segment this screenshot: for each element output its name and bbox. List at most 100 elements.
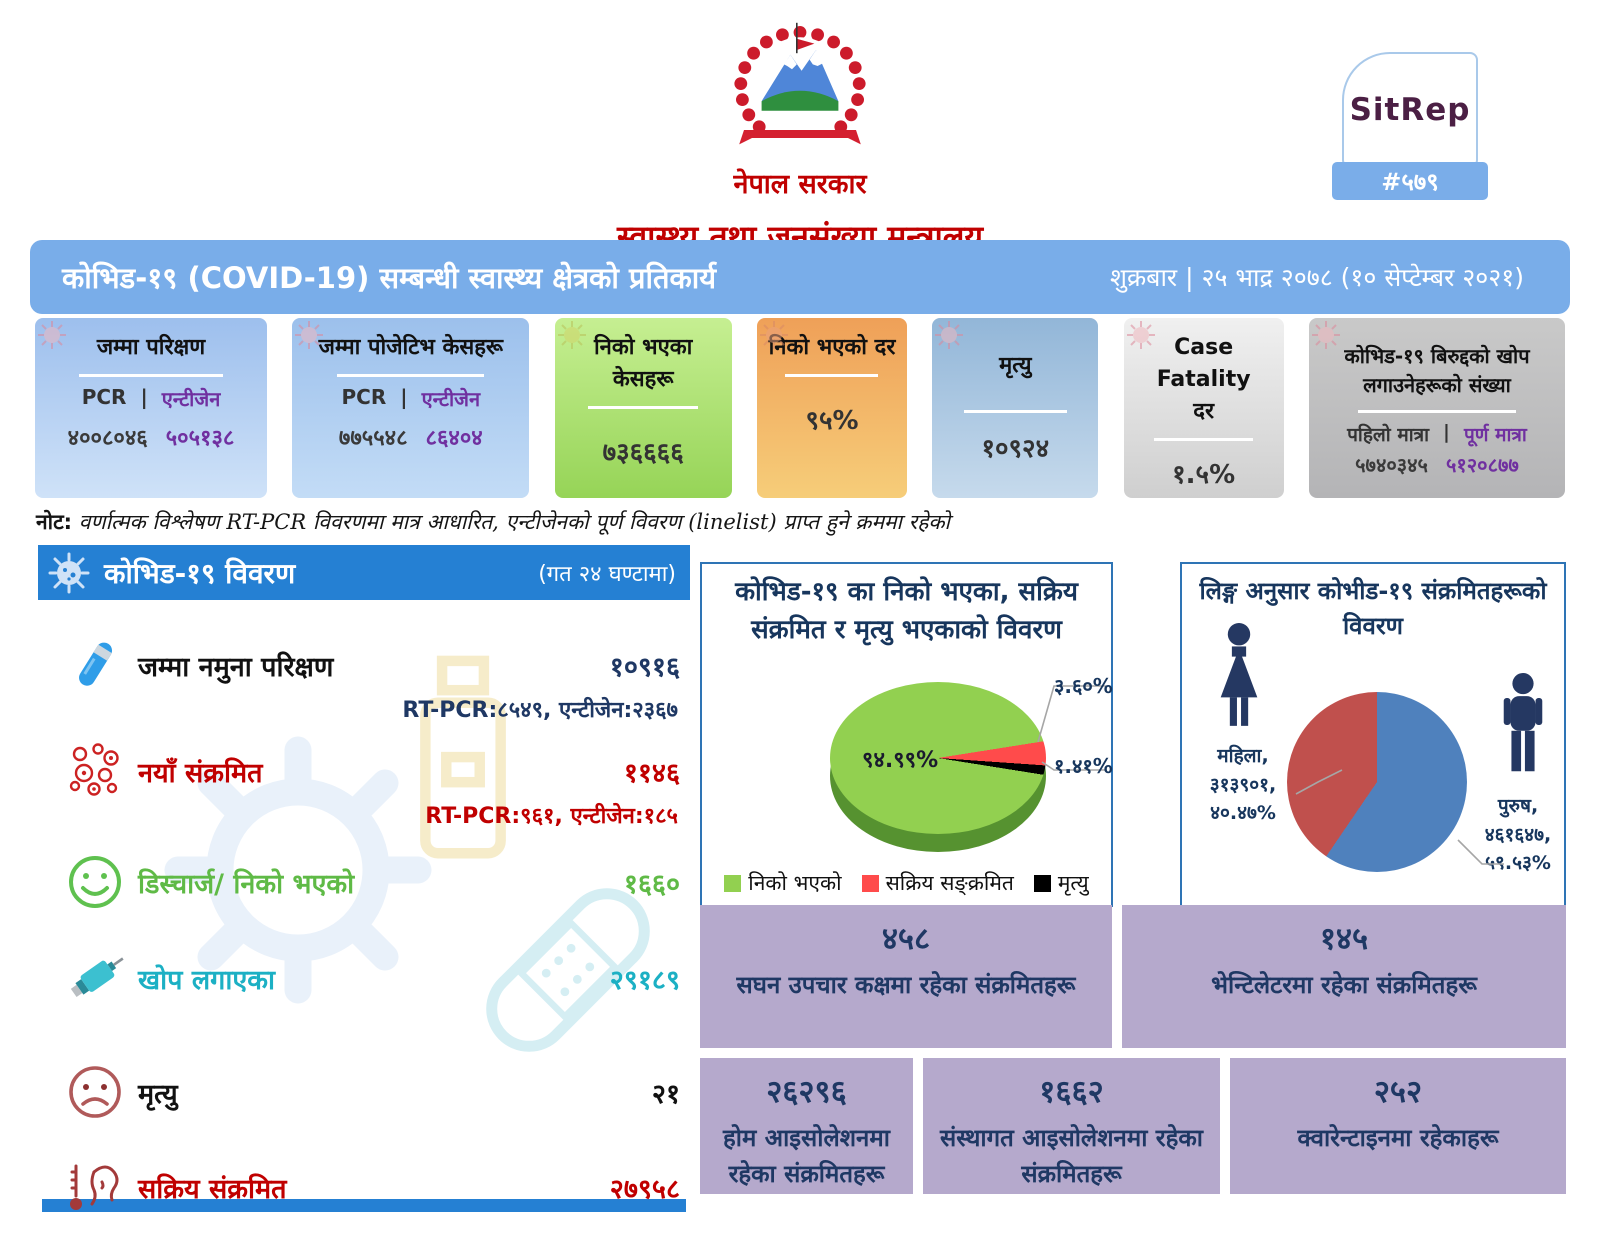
status-legend: निको भएको सक्रिय सङ्क्रमित मृत्यु [702, 869, 1111, 897]
row-deaths: मृत्यु २१ [52, 1062, 680, 1122]
row-discharged: डिस्चार्ज/ निको भएको १६६० [52, 852, 680, 912]
virus-watermark-icon [164, 736, 432, 1004]
row-label: डिस्चार्ज/ निको भएको [138, 868, 355, 900]
card-title: निको भएका केसहरू [593, 335, 693, 392]
icu-value: ४५८ [881, 921, 931, 957]
card-title: कोभिड-१९ बिरुद्दको खोप लगाउनेहरूको संख्य… [1344, 344, 1530, 397]
legend-label: मृत्यु [1057, 871, 1089, 895]
card-title: जम्मा पोजेटिभ केसहरू [318, 335, 504, 360]
row-value: २१ [651, 1078, 680, 1110]
card-recovery-rate: निको भएको दर ९५% [756, 318, 907, 498]
row-label: नयाँ संक्रमित [138, 757, 263, 789]
row-value: १६६० [623, 868, 680, 900]
gender-chart-panel: लिङ्ग अनुसार कोभीड-१९ संक्रमितहरूको विवर… [1180, 562, 1566, 907]
institutional-isolation-box: १६६२ संस्थागत आइसोलेशनमा रहेका संक्रमितह… [923, 1058, 1220, 1194]
row-new-infected: नयाँ संक्रमित ११४६ [52, 740, 680, 802]
legend-item-deaths: मृत्यु [1033, 869, 1089, 897]
row-label: सक्रिय संक्रमित [138, 1173, 287, 1205]
vaccine-bottle-watermark-icon [420, 655, 506, 859]
title-banner: कोभिड-१९ (COVID-19) सम्बन्धी स्वास्थ्य क… [30, 240, 1570, 314]
note-text: वर्णात्मक विश्लेषण RT-PCR विवरणमा मात्र … [72, 510, 950, 534]
divider [337, 373, 485, 377]
male-share-label: पुरुष, ४६१६४७, ५९.५३% [1484, 795, 1552, 874]
quarantine-value: २५२ [1373, 1074, 1423, 1110]
report-title: कोभिड-१९ (COVID-19) सम्बन्धी स्वास्थ्य क… [62, 260, 717, 295]
government-name: नेपाल सरकार [733, 169, 867, 200]
bandage-watermark-icon [486, 888, 650, 1052]
smiley-icon [69, 856, 121, 908]
antigen-label: एन्टीजेन [161, 386, 221, 411]
icu-label: सघन उपचार कक्षमा रहेका संक्रमितहरू [736, 971, 1076, 999]
details-header: कोभिड-१९ विवरण (गत २४ घण्टामा) [38, 545, 690, 600]
quarantine-box: २५२ क्वारेन्टाइनमा रहेकाहरू [1230, 1058, 1566, 1194]
card-recovered: निको भएका केसहरू ७३६६६६ [554, 318, 732, 498]
divider [1154, 437, 1254, 441]
deaths-share-label: १.४१% [1054, 754, 1113, 778]
row-value: २७९५८ [609, 1173, 680, 1205]
status-pie [830, 682, 1046, 852]
card-value: १०९२४ [981, 433, 1050, 464]
row-label: जम्मा नमुना परिक्षण [138, 651, 334, 683]
row-sub-new-infected: RT-PCR:९६१, एन्टीजेन:१८५ [425, 804, 678, 829]
separator: | [400, 384, 408, 409]
card-deaths: मृत्यु १०९२४ [932, 318, 1099, 498]
institutional-isolation-value: १६६२ [1039, 1074, 1104, 1110]
report-date: शुक्रबार | २५ भाद्र २०७८ (१० सेप्टेम्बर … [1109, 263, 1524, 292]
divider [1357, 410, 1517, 413]
ventilator-label: भेन्टिलेटरमा रहेका संक्रमितहरू [1211, 971, 1477, 999]
row-label: मृत्यु [138, 1078, 178, 1110]
status-chart-title: कोभिड-१९ का निको भएका, सक्रिय संक्रमित र… [735, 577, 1078, 645]
virus-corner-icon [38, 321, 66, 349]
institutional-isolation-label: संस्थागत आइसोलेशनमा रहेका संक्रमितहरू [940, 1124, 1203, 1188]
home-isolation-box: २६२९६ होम आइसोलेशनमा रहेका संक्रमितहरू [700, 1058, 913, 1194]
pcr-value: ४००८०४६ [67, 425, 148, 451]
virus-corner-icon [759, 321, 788, 349]
card-vaccination: कोभिड-१९ बिरुद्दको खोप लगाउनेहरूको संख्य… [1308, 318, 1565, 498]
full-dose-value: ५१२०८७७ [1445, 453, 1519, 477]
antigen-value: ८६४०४ [425, 425, 483, 451]
summary-cards: जम्मा परिक्षण PCR | एन्टीजेन ४००८०४६ ५०५… [35, 318, 1565, 498]
gender-pie [1287, 692, 1467, 872]
row-value: ११४६ [623, 757, 680, 789]
card-title-np: दर [1193, 398, 1214, 424]
divider [785, 373, 879, 377]
status-chart-panel: कोभिड-१९ का निको भएका, सक्रिय संक्रमित र… [700, 562, 1113, 907]
row-sub-total-samples: RT-PCR:८५४९, एन्टीजेन:२३६७ [402, 698, 678, 723]
row-vaccinated: खोप लगाएका २९१८९ [52, 946, 680, 1010]
pcr-label: PCR [81, 384, 127, 409]
first-dose-value: ५७४०३४५ [1355, 453, 1428, 477]
quarantine-label: क्वारेन्टाइनमा रहेकाहरू [1297, 1124, 1499, 1152]
sitrep-number: #५७९ [1332, 162, 1488, 200]
covid-details-panel: कोभिड-१९ विवरण (गत २४ घण्टामा) [38, 545, 690, 1212]
details-body: जम्मा नमुना परिक्षण १०९१६ RT-PCR:८५४९, ए… [38, 600, 690, 1210]
antigen-label: एन्टीजेन [421, 386, 481, 411]
panel-bottom-bar [42, 1199, 686, 1212]
sitrep-card: SitRep [1342, 52, 1478, 168]
row-active-infected: सक्रिय संक्रमित २७९५८ [52, 1156, 680, 1218]
legend-swatch-active [861, 874, 879, 892]
card-total-positive: जम्मा पोजेटिभ केसहरू PCR | एन्टीजेन ७७५५… [292, 318, 530, 498]
legend-swatch-deaths [1033, 874, 1051, 892]
virus-corner-icon [1126, 321, 1155, 349]
note-prefix: नोट: [36, 510, 73, 534]
divider [588, 405, 699, 409]
legend-swatch-recovered [724, 874, 742, 892]
legend-label: निको भएको [748, 871, 842, 895]
ventilator-box: १४५ भेन्टिलेटरमा रहेका संक्रमितहरू [1122, 905, 1566, 1048]
female-icon [1220, 623, 1258, 726]
divider [963, 409, 1067, 413]
icu-box: ४५८ सघन उपचार कक्षमा रहेका संक्रमितहरू [700, 905, 1112, 1048]
female-share-label: महिला, ३१३९०१, ४०.४७% [1209, 745, 1277, 824]
row-total-samples: जम्मा नमुना परिक्षण १०९१६ [52, 634, 680, 696]
card-total-tests: जम्मा परिक्षण PCR | एन्टीजेन ४००८०४६ ५०५… [35, 318, 267, 498]
syringe-icon [70, 957, 124, 998]
virus-icon [48, 552, 90, 593]
first-dose-label: पहिलो मात्रा [1347, 424, 1430, 446]
divider [79, 373, 223, 377]
card-title: निको भएको दर [768, 335, 896, 360]
virus-corner-icon [935, 321, 964, 349]
sitrep-badge: SitRep #५७९ [1332, 52, 1488, 200]
virus-corner-icon [557, 321, 586, 349]
legend-label: सक्रिय सङ्क्रमित [885, 871, 1014, 895]
note-line: नोट: वर्णात्मक विश्लेषण RT-PCR विवरणमा म… [36, 508, 950, 536]
